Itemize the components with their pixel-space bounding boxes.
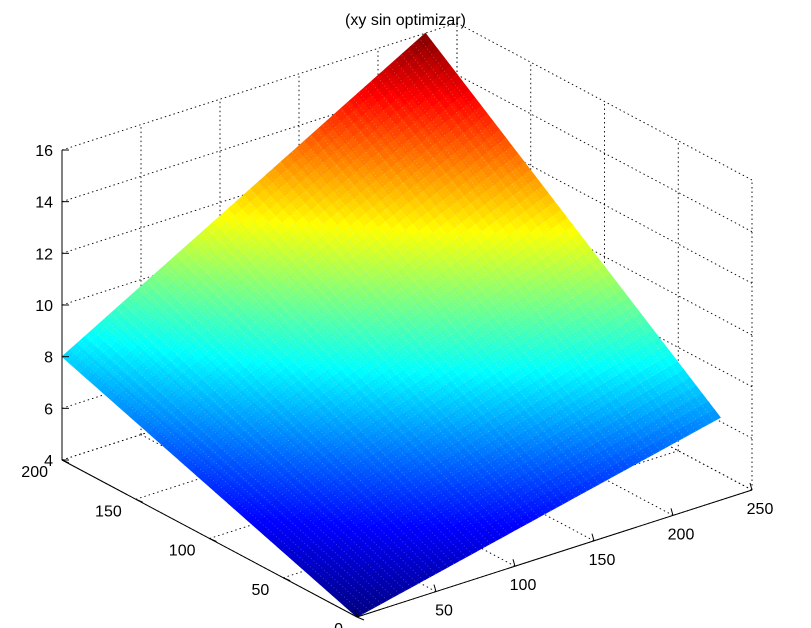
z-tick-label: 10 [35,298,53,315]
z-tick-label: 16 [35,143,53,160]
y-tick-label: 100 [169,543,196,560]
grid-line [456,74,753,233]
y-tick-label: 150 [95,503,122,520]
x-tick-label: 100 [510,577,537,594]
x-tick-label: 250 [747,501,774,518]
y-tick-label: 0 [334,621,343,628]
grid-line [61,74,458,203]
y-tick-label: 50 [251,582,269,599]
y-tick-mark [356,616,365,621]
z-tick-label: 8 [44,350,53,367]
y-tick-mark [135,498,143,503]
x-tick-label: 200 [668,526,695,543]
z-tick-label: 6 [44,401,53,418]
x-tick-label: 150 [589,552,616,569]
z-tick-label: 12 [35,246,53,263]
x-tick-mark [512,559,516,567]
grid-line [456,177,753,336]
grid-line [456,22,753,181]
x-tick-label: 50 [435,603,453,620]
grid-line [456,125,753,284]
grid-line [61,22,458,151]
z-tick-label: 14 [35,195,53,212]
y-tick-mark [283,577,291,582]
x-tick-mark [591,533,595,541]
surface [61,32,721,618]
y-tick-mark [209,538,217,542]
z-tick-label: 4 [44,453,53,470]
chart-title: (xy sin optimizar) [345,12,466,29]
x-tick-mark [433,584,437,592]
x-tick-mark [670,508,674,516]
